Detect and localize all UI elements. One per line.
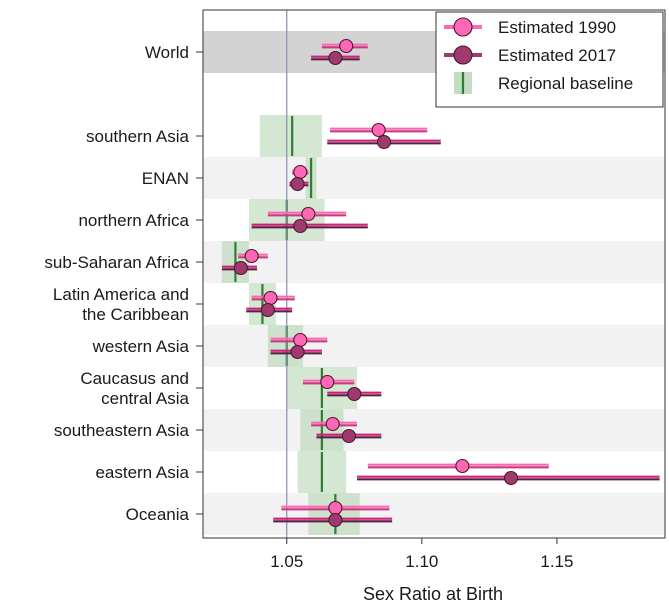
- point-marker: [325, 416, 340, 432]
- point-marker: [244, 248, 259, 264]
- row-background: [203, 157, 665, 199]
- region-label: northern Africa: [78, 211, 189, 230]
- region-label: eastern Asia: [95, 463, 189, 482]
- point-marker: [503, 470, 519, 486]
- point-marker: [293, 332, 308, 348]
- point-marker: [339, 38, 354, 54]
- region-label: southern Asia: [86, 127, 190, 146]
- plot-frame: [202, 9, 666, 539]
- region-label: central Asia: [101, 389, 189, 408]
- point-marker: [293, 164, 308, 180]
- point-marker: [341, 428, 356, 444]
- point-marker: [455, 458, 470, 474]
- point-marker: [290, 176, 305, 192]
- row-background: [203, 241, 665, 283]
- legend: Estimated 1990 Estimated 2017 Regional bas…: [435, 11, 664, 108]
- point-marker: [328, 512, 343, 528]
- legend-marker: [453, 45, 473, 65]
- region-labels: World southern Asia ENAN northern Africa sub…: [44, 43, 203, 524]
- region-label: sub-Saharan Africa: [44, 253, 189, 272]
- point-marker: [293, 218, 308, 234]
- row-backgrounds: [203, 31, 665, 535]
- region-label: southeastern Asia: [54, 421, 190, 440]
- point-marker: [233, 260, 248, 276]
- x-tick-label: 1.15: [540, 552, 573, 571]
- x-tick-label: 1.05: [270, 552, 303, 571]
- region-label: ENAN: [142, 169, 189, 188]
- point-marker: [328, 50, 343, 66]
- x-tick-label: 1.10: [405, 552, 438, 571]
- point-marker: [376, 134, 392, 150]
- baseline-band: [259, 115, 322, 157]
- x-axis: 1.05 1.10 1.15: [270, 538, 573, 571]
- x-axis-title: Sex Ratio at Birth: [363, 584, 503, 604]
- point-marker: [260, 302, 275, 318]
- legend-label: Estimated 2017: [498, 46, 616, 65]
- region-label: Oceania: [126, 505, 190, 524]
- legend-label: Estimated 1990: [498, 18, 616, 37]
- row-background: [203, 409, 665, 451]
- point-marker: [320, 374, 335, 390]
- point-marker: [301, 206, 316, 222]
- point-marker: [347, 386, 362, 402]
- point-marker: [371, 122, 386, 138]
- legend-marker: [453, 17, 473, 37]
- region-label: western Asia: [92, 337, 190, 356]
- point-marker: [263, 290, 278, 306]
- point-marker: [328, 500, 343, 516]
- region-label: World: [145, 43, 189, 62]
- estimate-marks: [221, 38, 660, 528]
- row-background: [203, 493, 665, 535]
- region-label: the Caribbean: [82, 305, 189, 324]
- region-label: Latin America and: [53, 285, 189, 304]
- point-marker: [290, 344, 305, 360]
- region-label: Caucasus and: [80, 369, 189, 388]
- legend-label: Regional baseline: [498, 74, 633, 93]
